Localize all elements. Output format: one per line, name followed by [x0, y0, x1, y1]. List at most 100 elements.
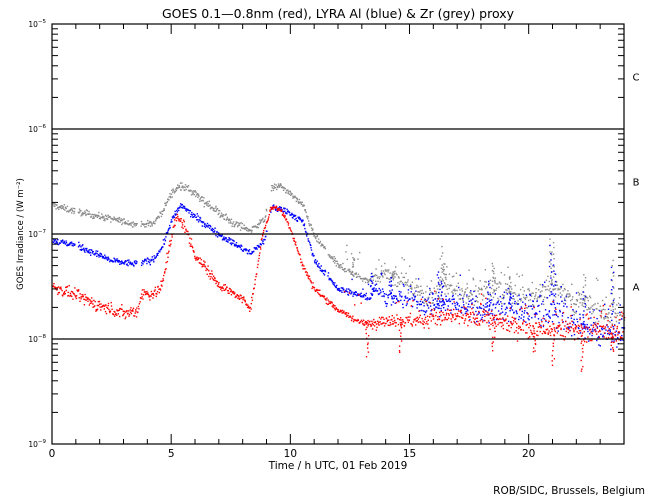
- data-point: [520, 328, 523, 331]
- data-point: [432, 299, 434, 301]
- data-point: [152, 292, 154, 295]
- data-point: [166, 232, 168, 234]
- data-point: [245, 226, 248, 229]
- data-point: [258, 246, 260, 248]
- data-point: [390, 276, 393, 279]
- data-point: [551, 282, 553, 284]
- data-point: [187, 185, 190, 187]
- data-point: [73, 244, 76, 246]
- data-point: [583, 302, 585, 304]
- data-point: [315, 235, 317, 238]
- data-point: [551, 283, 553, 285]
- data-point: [465, 302, 468, 304]
- data-point: [544, 309, 547, 311]
- data-point: [306, 215, 308, 217]
- data-point: [366, 326, 368, 329]
- data-point: [553, 327, 555, 329]
- data-point: [579, 302, 581, 304]
- data-point: [174, 214, 177, 216]
- data-point: [152, 259, 155, 261]
- data-point: [553, 246, 555, 249]
- data-point: [615, 320, 618, 323]
- data-point: [135, 316, 138, 318]
- data-point: [88, 304, 91, 306]
- data-point: [381, 316, 383, 319]
- data-point: [369, 297, 371, 299]
- data-point: [200, 197, 202, 199]
- data-point: [198, 262, 201, 264]
- data-point: [376, 326, 378, 329]
- data-point: [464, 312, 466, 315]
- data-point: [618, 331, 620, 333]
- data-point: [324, 246, 326, 249]
- data-point: [592, 330, 594, 332]
- data-point: [240, 295, 242, 297]
- data-point: [566, 293, 568, 295]
- data-point: [233, 240, 235, 242]
- data-point: [523, 296, 525, 299]
- data-point: [68, 285, 70, 287]
- data-point: [242, 250, 245, 252]
- data-point: [494, 282, 496, 284]
- x-tick-label: 20: [522, 448, 535, 460]
- data-point: [319, 293, 321, 296]
- data-point: [224, 238, 226, 240]
- data-point: [60, 286, 62, 288]
- data-point: [257, 260, 260, 262]
- data-point: [479, 307, 481, 309]
- data-point: [533, 306, 535, 308]
- data-point: [199, 257, 201, 259]
- data-point: [364, 295, 367, 297]
- data-point: [362, 288, 364, 290]
- data-point: [611, 289, 613, 291]
- data-point: [547, 321, 549, 324]
- data-point: [337, 289, 339, 291]
- data-point: [399, 281, 401, 283]
- data-point: [463, 304, 465, 306]
- data-point: [124, 221, 127, 223]
- data-point: [120, 261, 122, 263]
- data-point: [578, 330, 581, 332]
- data-point: [383, 295, 385, 298]
- data-point: [452, 294, 454, 296]
- data-point: [73, 210, 76, 213]
- data-point: [491, 322, 494, 324]
- data-point: [575, 303, 577, 306]
- data-point: [296, 220, 299, 222]
- data-point: [612, 341, 615, 344]
- data-point: [425, 291, 427, 293]
- data-point: [584, 295, 587, 298]
- data-point: [549, 283, 552, 285]
- data-point: [232, 221, 235, 223]
- data-point: [298, 216, 301, 219]
- data-point: [493, 327, 496, 329]
- data-point: [541, 284, 544, 286]
- data-point: [315, 261, 317, 264]
- data-point: [322, 272, 325, 275]
- data-point: [403, 285, 405, 287]
- data-point: [72, 298, 74, 300]
- data-point: [512, 298, 514, 300]
- data-point: [360, 319, 363, 321]
- data-point: [181, 224, 184, 226]
- data-point: [286, 208, 288, 210]
- data-point: [456, 312, 459, 315]
- data-point: [431, 302, 433, 304]
- data-point: [96, 309, 98, 312]
- data-point: [478, 287, 480, 289]
- data-point: [106, 306, 108, 309]
- data-point: [297, 201, 299, 203]
- data-point: [560, 328, 562, 331]
- data-point: [273, 183, 276, 185]
- data-point: [601, 299, 604, 302]
- data-point: [516, 340, 519, 342]
- data-point: [146, 222, 148, 225]
- data-point: [616, 315, 618, 317]
- data-point: [472, 306, 474, 309]
- data-point: [166, 261, 169, 263]
- data-point: [462, 297, 464, 299]
- data-point: [523, 290, 525, 292]
- data-point: [429, 302, 431, 304]
- data-point: [587, 327, 589, 329]
- data-point: [492, 324, 494, 327]
